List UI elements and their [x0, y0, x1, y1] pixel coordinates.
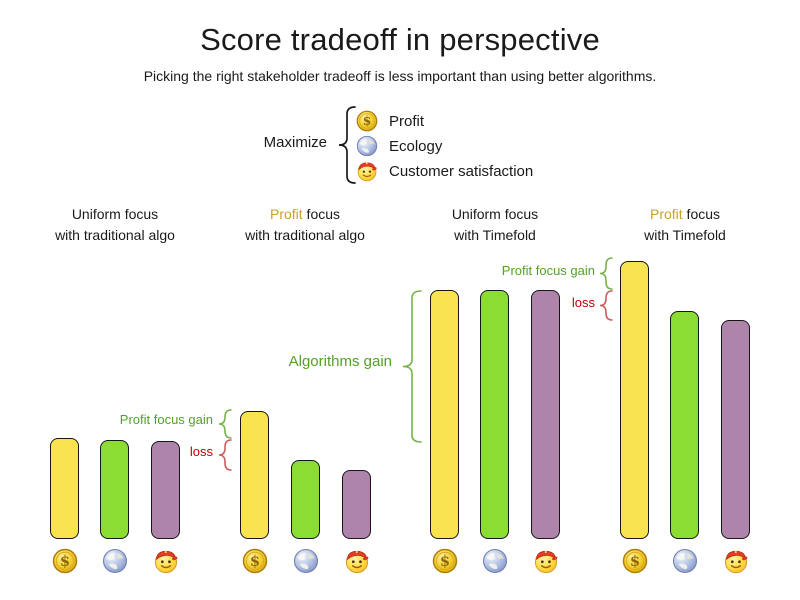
bar-profit-traditional-profit — [240, 411, 269, 539]
svg-text:$: $ — [439, 553, 449, 570]
svg-text:$: $ — [59, 553, 69, 570]
customer-smiley-icon — [723, 548, 749, 574]
chart-title: Score tradeoff in perspective — [200, 22, 600, 57]
bar-profit-traditional-ecology — [291, 460, 320, 539]
ecology-globe-icon — [102, 548, 128, 574]
profit-coin-icon: $ — [432, 548, 458, 574]
annotation-brace-algorithms-gain — [402, 290, 422, 443]
group-label-line2: with traditional algo — [245, 227, 365, 243]
bar-profit-timefold-profit — [620, 261, 649, 539]
group-label-rest: focus — [302, 206, 341, 222]
customer-smiley-icon — [344, 548, 370, 574]
group-label-accent: Profit — [649, 206, 683, 222]
bar-uniform-traditional-ecology — [100, 440, 129, 539]
group-label-line1: Profit focus — [644, 204, 726, 225]
profit-coin-icon: $ — [242, 548, 268, 574]
bar-uniform-timefold-customer — [531, 290, 560, 539]
legend-item-profit: $ Profit — [356, 109, 424, 133]
legend-item-label: Customer satisfaction — [389, 162, 534, 180]
profit-coin-icon: $ — [52, 548, 78, 574]
group-label-line1: Profit focus — [245, 204, 365, 225]
annotation-traditional-profit-focus-gain: Profit focus gain — [119, 411, 213, 427]
annotation-brace-traditional-profit-focus-gain — [218, 409, 232, 439]
customer-smiley-icon — [533, 548, 559, 574]
group-label-line2: with Timefold — [644, 227, 726, 243]
svg-text:$: $ — [363, 113, 372, 128]
legend-brace — [338, 106, 356, 184]
ecology-globe-icon — [482, 548, 508, 574]
annotation-brace-timefold-profit-focus-gain — [599, 257, 613, 290]
bar-uniform-timefold-ecology — [480, 290, 509, 539]
annotation-timefold-profit-focus-gain: Profit focus gain — [501, 262, 595, 278]
bar-uniform-traditional-profit — [50, 438, 79, 539]
svg-text:$: $ — [249, 553, 259, 570]
group-label-uniform-timefold: Uniform focus with Timefold — [452, 204, 538, 246]
group-label-rest: Uniform focus — [71, 206, 159, 222]
profit-coin-icon: $ — [356, 110, 378, 132]
annotation-brace-timefold-loss — [599, 290, 613, 321]
customer-smiley-icon — [356, 160, 378, 182]
bar-profit-timefold-customer — [721, 320, 750, 539]
chart-subtitle: Picking the right stakeholder tradeoff i… — [143, 68, 657, 84]
bar-profit-traditional-customer — [342, 470, 371, 539]
group-label-line2: with traditional algo — [55, 227, 175, 243]
group-label-accent: Profit — [269, 206, 303, 222]
annotation-brace-traditional-loss — [218, 439, 232, 471]
annotation-timefold-loss: loss — [571, 294, 595, 310]
annotation-algorithms-gain: Algorithms gain — [288, 352, 392, 370]
legend-item-label: Ecology — [389, 137, 443, 155]
profit-coin-icon: $ — [622, 548, 648, 574]
group-label-line2: with Timefold — [454, 227, 536, 243]
group-label-line1: Uniform focus — [452, 204, 538, 225]
group-label-rest: focus — [682, 206, 721, 222]
legend-maximize-label: Maximize — [263, 134, 327, 151]
annotation-traditional-loss: loss — [189, 443, 213, 459]
bar-profit-timefold-ecology — [670, 311, 699, 539]
group-label-line1: Uniform focus — [55, 204, 175, 225]
legend-item-customer: Customer satisfaction — [356, 159, 533, 183]
customer-smiley-icon — [153, 548, 179, 574]
ecology-globe-icon — [356, 135, 378, 157]
legend-item-ecology: Ecology — [356, 134, 442, 158]
svg-text:$: $ — [629, 553, 639, 570]
group-label-profit-traditional: Profit focus with traditional algo — [245, 204, 365, 246]
legend-item-label: Profit — [389, 112, 425, 130]
group-label-profit-timefold: Profit focus with Timefold — [644, 204, 726, 246]
group-label-uniform-traditional: Uniform focus with traditional algo — [55, 204, 175, 246]
ecology-globe-icon — [672, 548, 698, 574]
group-label-rest: Uniform focus — [451, 206, 539, 222]
bar-uniform-traditional-customer — [151, 441, 180, 539]
ecology-globe-icon — [293, 548, 319, 574]
bar-uniform-timefold-profit — [430, 290, 459, 539]
